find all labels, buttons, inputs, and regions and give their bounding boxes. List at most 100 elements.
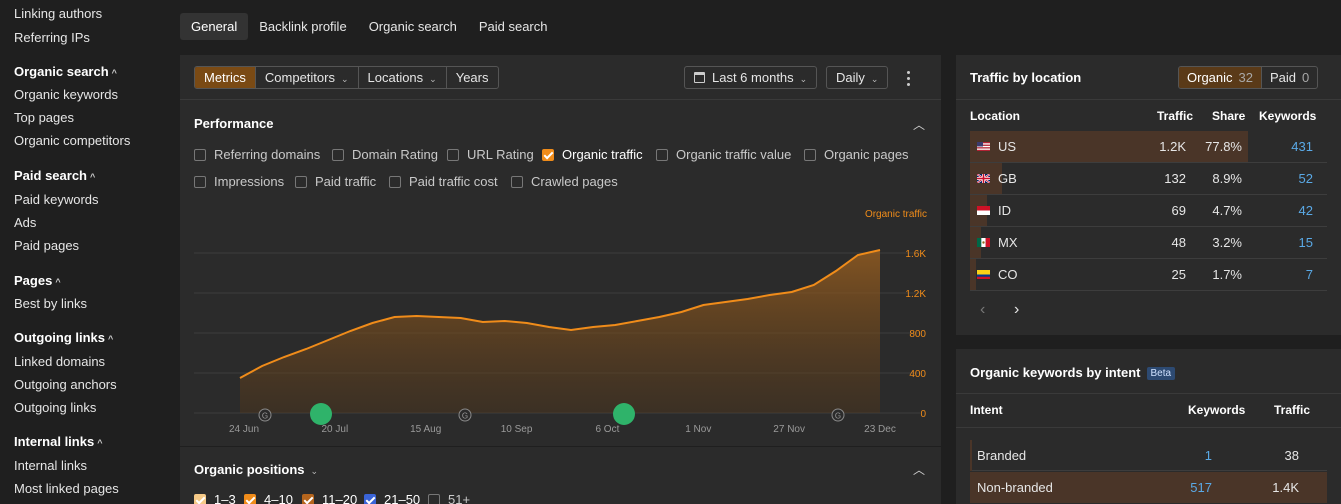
organic-positions-title[interactable]: Organic positions ⌄: [194, 462, 318, 477]
intent-keywords-link[interactable]: 1: [1204, 448, 1212, 463]
sidebar-item-internal-links[interactable]: Internal links: [14, 458, 87, 473]
segment-metrics[interactable]: Metrics: [195, 67, 256, 88]
sidebar-item-organic-keywords[interactable]: Organic keywords: [14, 87, 119, 102]
location-keywords-link[interactable]: 42: [1298, 203, 1313, 218]
sidebar-section-outgoing-links[interactable]: Outgoing links ^: [14, 330, 113, 345]
x-tick-label: 6 Oct: [595, 424, 619, 435]
google-update-marker[interactable]: [831, 408, 845, 422]
kebab-icon[interactable]: [906, 69, 912, 87]
metric-checkbox-organic-traffic-value[interactable]: Organic traffic value: [656, 147, 791, 162]
beta-badge: Beta: [1146, 367, 1176, 381]
sidebar-item-referring-ips[interactable]: Referring IPs: [14, 30, 90, 45]
segment-years[interactable]: Years: [455, 70, 489, 85]
location-code: CO: [998, 267, 1018, 282]
granularity-dropdown[interactable]: Daily ⌄: [826, 66, 889, 89]
chevron-right-icon[interactable]: ›: [1014, 301, 1020, 318]
checkbox-box: [511, 175, 523, 188]
location-keywords-link[interactable]: 431: [1291, 139, 1313, 154]
col-header-location[interactable]: Location: [970, 109, 1020, 123]
intent-row-non-branded: Non-branded 517 1.4K: [970, 472, 1327, 503]
chevron-left-icon[interactable]: ‹: [980, 301, 986, 318]
intent-keywords-link[interactable]: 517: [1190, 480, 1212, 495]
metric-checkbox-organic-traffic[interactable]: Organic traffic: [542, 147, 643, 162]
metric-checkbox-organic-pages[interactable]: Organic pages: [804, 147, 909, 162]
location-code: ID: [998, 203, 1011, 218]
metric-checkbox-impressions[interactable]: Impressions: [194, 174, 284, 189]
section-title: Outgoing links: [14, 330, 105, 345]
metric-checkbox-referring-domains[interactable]: Referring domains: [194, 147, 320, 162]
checkbox-label: Referring domains: [214, 147, 321, 162]
position-checkbox-21-50[interactable]: 21–50: [364, 492, 420, 504]
annotation-marker[interactable]: [613, 403, 635, 425]
location-keywords-link[interactable]: 52: [1298, 171, 1313, 186]
location-traffic: 1.2K: [1159, 139, 1186, 154]
sidebar-item-paid-pages[interactable]: Paid pages: [14, 238, 80, 253]
location-row-mx: MX 48 3.2% 15: [970, 227, 1327, 259]
location-row-co: CO 25 1.7% 7: [970, 259, 1327, 291]
chevron-up-icon: ^: [97, 438, 103, 448]
chevron-up-icon[interactable]: ︿: [913, 118, 926, 132]
sidebar-item-best-by-links[interactable]: Best by links: [14, 296, 87, 311]
metric-checkbox-paid-traffic-cost[interactable]: Paid traffic cost: [389, 174, 498, 189]
y-tick-label: 1.6K: [905, 249, 926, 260]
checkbox-box: [194, 148, 206, 161]
toggle-paid[interactable]: Paid 0: [1261, 67, 1317, 88]
chevron-up-icon[interactable]: ︿: [913, 463, 926, 477]
sidebar-item-most-linked-pages[interactable]: Most linked pages: [14, 481, 119, 496]
x-tick-label: 10 Sep: [501, 424, 533, 435]
metric-checkbox-crawled-pages[interactable]: Crawled pages: [511, 174, 618, 189]
sidebar-section-organic-search[interactable]: Organic search ^: [14, 64, 117, 79]
col-header-traffic[interactable]: Traffic: [1274, 403, 1311, 417]
google-update-marker[interactable]: [458, 408, 472, 422]
col-header-intent[interactable]: Intent: [970, 403, 1003, 417]
divider: [180, 99, 941, 100]
sidebar-item-outgoing-anchors[interactable]: Outgoing anchors: [14, 377, 117, 392]
col-header-keywords[interactable]: Keywords: [1259, 109, 1317, 123]
segment-locations[interactable]: Locations ⌄: [359, 67, 447, 88]
metric-checkbox-paid-traffic[interactable]: Paid traffic: [295, 174, 376, 189]
toggle-organic[interactable]: Organic 32: [1179, 67, 1261, 88]
col-header-traffic[interactable]: Traffic: [1157, 109, 1194, 123]
chart-area: [239, 249, 881, 413]
position-checkbox-51-plus[interactable]: 51+: [428, 492, 470, 504]
sidebar-item-linked-domains[interactable]: Linked domains: [14, 354, 106, 369]
sidebar-section-paid-search[interactable]: Paid search ^: [14, 168, 95, 183]
sidebar-item-organic-competitors[interactable]: Organic competitors: [14, 133, 131, 148]
metric-checkbox-url-rating[interactable]: URL Rating: [447, 147, 534, 162]
segment-competitors[interactable]: Competitors ⌄: [256, 67, 359, 88]
section-title: Organic search: [14, 64, 109, 79]
sidebar-item-top-pages[interactable]: Top pages: [14, 110, 74, 125]
x-tick-label: 24 Jun: [229, 424, 259, 435]
position-checkbox-11-20[interactable]: 11–20: [302, 492, 357, 504]
tab-organic-search[interactable]: Organic search: [368, 19, 457, 34]
checkbox-box: [428, 493, 440, 504]
series-area: [240, 250, 880, 413]
annotation-marker[interactable]: [310, 403, 332, 425]
divider: [956, 99, 1341, 100]
position-checkbox-4-10[interactable]: 4–10: [244, 492, 293, 504]
sidebar-item-ads[interactable]: Ads: [14, 215, 37, 230]
y-tick-label: 0: [920, 409, 926, 420]
date-range-dropdown[interactable]: Last 6 months ⌄: [684, 66, 818, 89]
tab-general[interactable]: General: [180, 13, 249, 40]
chart-x-ticks: 24 Jun 20 Jul 15 Aug 10 Sep 6 Oct 1 Nov 27 Nov…: [229, 424, 896, 435]
google-update-marker[interactable]: [258, 408, 272, 422]
checkbox-box: [542, 148, 554, 161]
sidebar-section-internal-links[interactable]: Internal links ^: [14, 434, 102, 449]
location-keywords-link[interactable]: 15: [1298, 235, 1313, 250]
sidebar-item-outgoing-links[interactable]: Outgoing links: [14, 400, 97, 415]
checkbox-label: Paid traffic: [315, 174, 377, 189]
metric-checkbox-domain-rating[interactable]: Domain Rating: [332, 147, 438, 162]
location-keywords-link[interactable]: 7: [1305, 267, 1313, 282]
col-header-keywords[interactable]: Keywords: [1188, 403, 1246, 417]
organic-positions-panel: Organic positions ⌄ ︿ 1–3 4–10 11–20 21–5…: [180, 447, 941, 504]
sidebar-item-linking-authors[interactable]: Linking authors: [14, 6, 103, 21]
tab-paid-search[interactable]: Paid search: [478, 19, 548, 34]
tab-backlink-profile[interactable]: Backlink profile: [259, 19, 347, 34]
x-tick-label: 15 Aug: [410, 424, 441, 435]
position-checkbox-1-3[interactable]: 1–3: [194, 492, 236, 504]
col-header-share[interactable]: Share: [1212, 109, 1246, 123]
sidebar-item-paid-keywords[interactable]: Paid keywords: [14, 192, 99, 207]
sidebar-section-pages[interactable]: Pages ^: [14, 273, 61, 288]
